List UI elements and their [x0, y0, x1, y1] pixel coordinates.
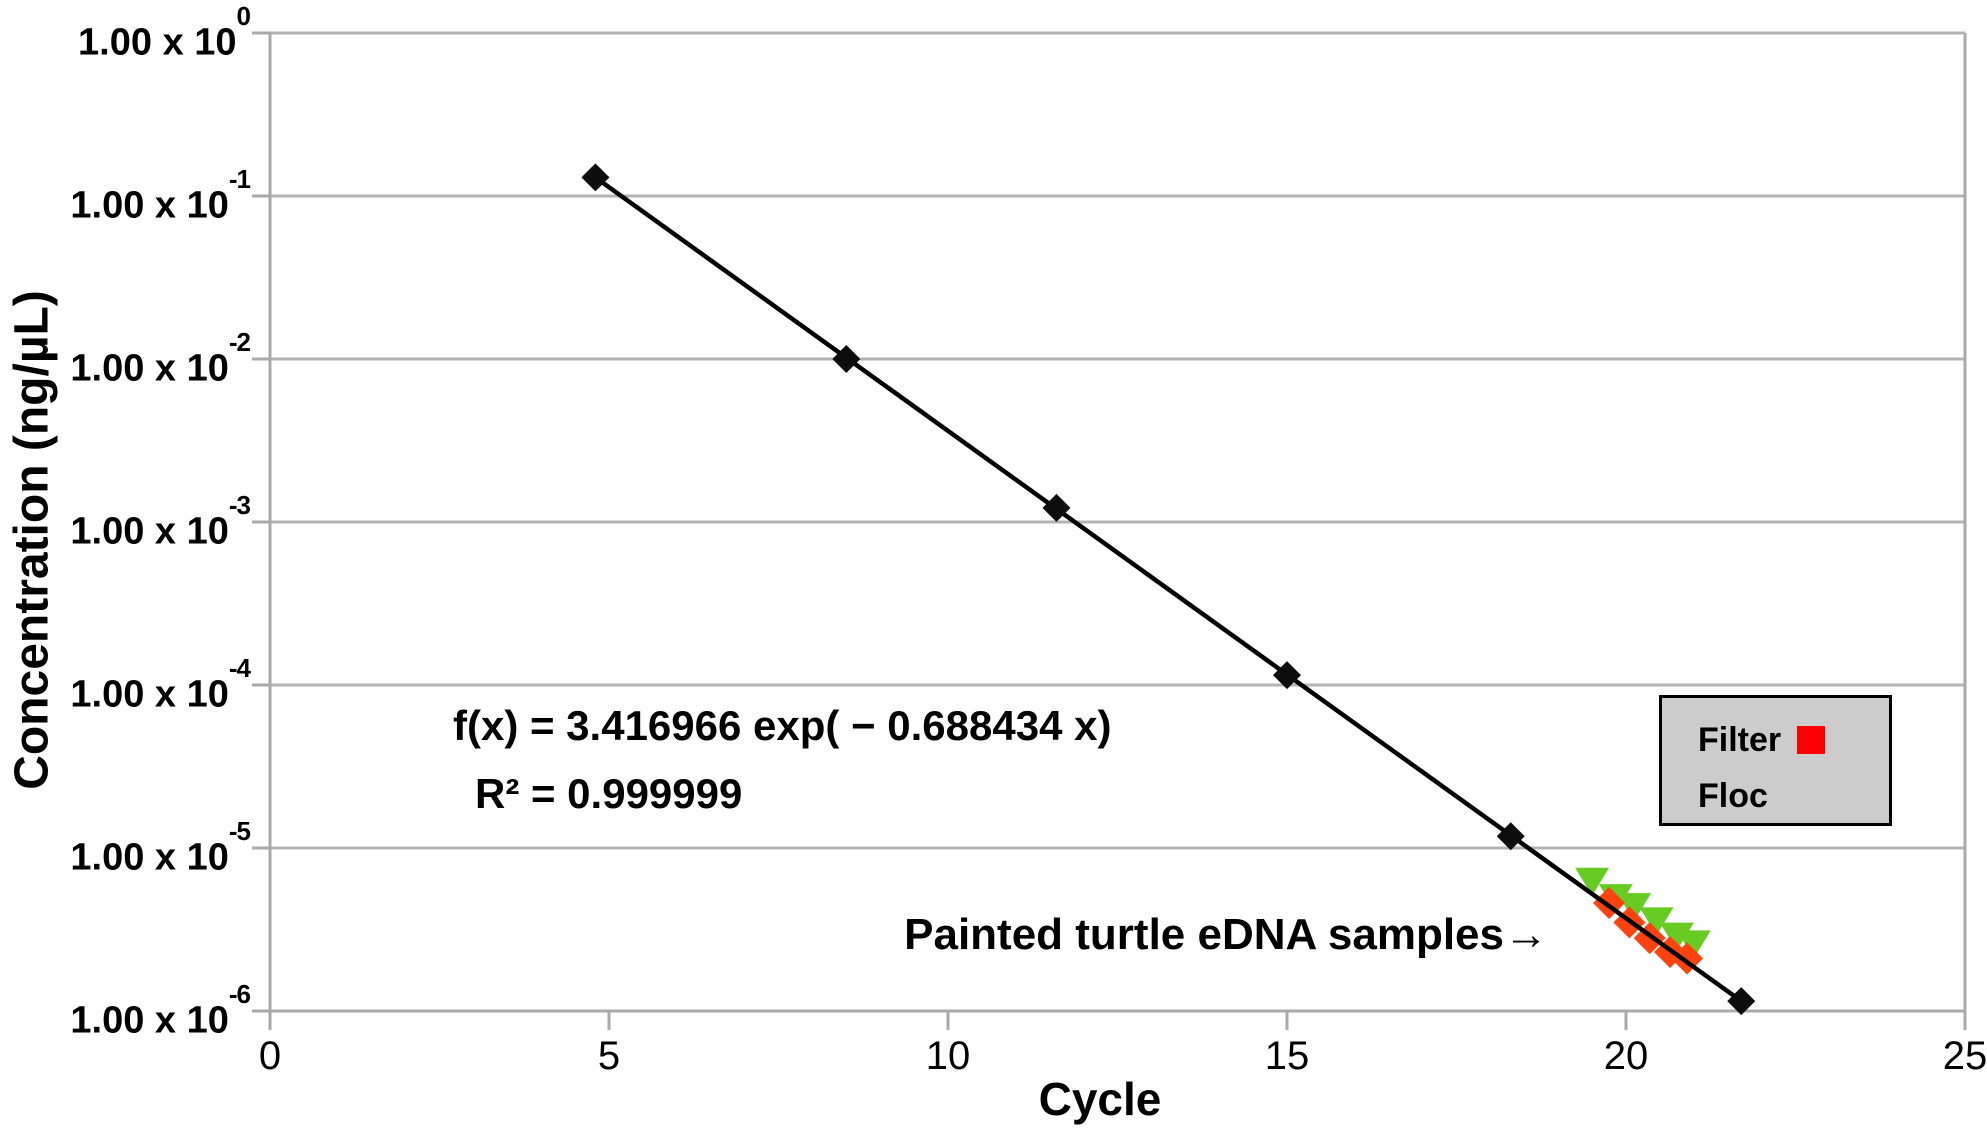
legend-swatch-filter [1797, 726, 1826, 754]
samples-annotation: Painted turtle eDNA samples→ [904, 910, 1548, 959]
x-tick-label: 5 [597, 1034, 621, 1078]
y-tick-label: 1.00 x 10-3 [70, 490, 251, 553]
standard-point [581, 163, 610, 192]
standard-point [1273, 661, 1301, 690]
standard-point [1496, 822, 1525, 851]
standard-point [1042, 493, 1071, 522]
fit-equation: f(x) = 3.416966 exp( − 0.688434 x) [453, 702, 1112, 749]
x-axis-title: Cycle [1038, 1073, 1162, 1125]
floc-point [1639, 907, 1674, 936]
y-tick-label: 1.00 x 10-6 [70, 979, 251, 1042]
legend: Filter Floc [1659, 695, 1892, 826]
y-tick-label: 1.00 x 10-1 [70, 164, 251, 227]
y-tick-label: 1.00 x 10-2 [70, 327, 251, 390]
x-tick-label: 10 [925, 1034, 971, 1078]
y-tick-label: 1.00 x 10-5 [70, 816, 251, 879]
y-tick-label: 1.00 x 100 [78, 1, 251, 64]
x-tick-label: 25 [1942, 1034, 1987, 1078]
legend-label-filter: Filter [1698, 720, 1782, 759]
y-tick-label: 1.00 x 10-4 [70, 653, 251, 716]
x-tick-label: 0 [258, 1034, 282, 1078]
standard-point [832, 345, 861, 373]
legend-label-floc: Floc [1698, 776, 1768, 815]
legend-item-filter: Filter [1698, 712, 1889, 768]
fit-r-squared: R² = 0.999999 [475, 770, 743, 817]
x-tick-label: 20 [1603, 1034, 1649, 1078]
floc-point [1617, 893, 1652, 922]
y-axis-title: Concentration (ng/µL) [5, 290, 59, 790]
floc-point [1575, 867, 1610, 896]
floc-point [1659, 922, 1694, 951]
floc-point [1676, 930, 1711, 959]
standard-point [1727, 987, 1756, 1016]
regression-line [594, 175, 1743, 1003]
x-tick-label: 15 [1264, 1034, 1310, 1078]
legend-item-floc: Floc [1698, 768, 1889, 824]
